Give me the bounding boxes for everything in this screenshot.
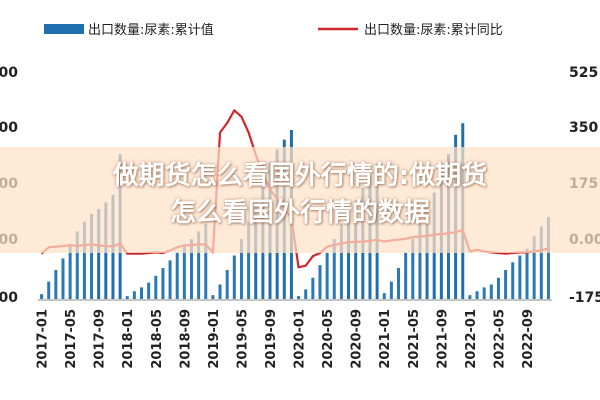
x-tick-label: 2019-09: [264, 309, 279, 369]
bar: [204, 223, 208, 299]
x-tick-label: 2018-05: [150, 309, 165, 369]
bar: [225, 270, 229, 299]
x-tick-label: 2020-01: [293, 309, 308, 369]
bar: [161, 268, 165, 299]
bar: [397, 268, 401, 299]
bar: [61, 258, 65, 299]
left-tick-label: 00: [0, 65, 18, 81]
bar: [211, 295, 215, 299]
bar: [539, 226, 543, 299]
bar: [404, 252, 408, 299]
bar: [411, 239, 415, 299]
bar: [525, 248, 529, 299]
bar: [425, 207, 429, 299]
bar: [546, 216, 550, 299]
x-tick-label: 2022-01: [464, 309, 479, 369]
bar: [297, 296, 301, 299]
bar: [325, 252, 329, 299]
bar: [247, 221, 251, 299]
bar: [68, 245, 72, 299]
bar: [389, 281, 393, 299]
watermark-line-2: 怎么看国外行情的数据: [169, 198, 430, 228]
bar: [168, 260, 172, 299]
x-axis: 2017-01 2017-05 2017-09 2018-01 2018-05 2018-…: [36, 299, 552, 369]
bar: [311, 277, 315, 299]
bar: [475, 291, 479, 299]
watermark-title: 做期货怎么看国外行情的:做期货 怎么看国外行情的数据: [0, 158, 600, 232]
right-tick-label: 525: [569, 65, 598, 81]
bar: [182, 245, 186, 299]
bar: [82, 221, 86, 299]
right-tick-label: -175: [569, 290, 600, 306]
legend: 出口数量:尿素:累计值 出口数量:尿素:累计同比: [44, 22, 503, 38]
bar: [347, 212, 351, 299]
x-tick-label: 2019-01: [207, 309, 222, 369]
x-tick-label: 2022-05: [493, 309, 508, 369]
bar: [40, 294, 44, 299]
bar: [532, 236, 536, 299]
bar: [125, 296, 129, 299]
x-tick-label: 2021-05: [407, 309, 422, 369]
x-tick-label: 2017-05: [64, 309, 79, 369]
legend-swatch-bar: [44, 24, 84, 34]
bar: [175, 252, 179, 299]
left-tick-label: 00: [0, 120, 18, 136]
x-tick-label: 2019-05: [236, 309, 251, 369]
x-tick-label: 2017-09: [93, 309, 108, 369]
bar: [90, 214, 94, 299]
bar: [140, 287, 144, 299]
watermark-band: [0, 147, 600, 253]
bar: [496, 277, 500, 299]
bar: [468, 295, 472, 299]
bar: [339, 223, 343, 299]
bar: [97, 209, 101, 299]
bar: [511, 262, 515, 299]
bar: [418, 223, 422, 299]
x-tick-label: 2020-09: [350, 309, 365, 369]
bar: [218, 284, 222, 299]
right-tick-label: 350: [569, 120, 598, 136]
x-tick-label: 2020-05: [321, 309, 336, 369]
x-tick-label: 2017-01: [36, 309, 51, 369]
x-tick-label: 2018-01: [121, 309, 136, 369]
x-tick-label: 2022-09: [521, 309, 536, 369]
legend-label-bar: 出口数量:尿素:累计值: [88, 22, 214, 38]
bar: [482, 287, 486, 299]
bar: [489, 284, 493, 299]
bar: [154, 275, 158, 299]
bar: [132, 291, 136, 299]
bar: [382, 293, 386, 299]
bar: [147, 282, 151, 299]
bar: [47, 281, 51, 299]
bar: [332, 239, 336, 299]
bar: [304, 289, 308, 299]
bar: [54, 270, 58, 299]
watermark-line-1: 做期货怎么看国外行情的:做期货: [112, 161, 488, 191]
bar: [232, 255, 236, 299]
x-tick-label: 2021-09: [435, 309, 450, 369]
bar: [75, 231, 79, 299]
left-tick-label: 000: [0, 290, 18, 306]
bar: [318, 265, 322, 299]
x-tick-label: 2021-01: [378, 309, 393, 369]
x-tick-label: 2018-09: [178, 309, 193, 369]
legend-label-line: 出口数量:尿素:累计同比: [364, 23, 503, 38]
bar: [518, 255, 522, 299]
bar: [197, 231, 201, 299]
bar: [189, 239, 193, 299]
bar: [239, 239, 243, 299]
bar: [504, 270, 508, 299]
